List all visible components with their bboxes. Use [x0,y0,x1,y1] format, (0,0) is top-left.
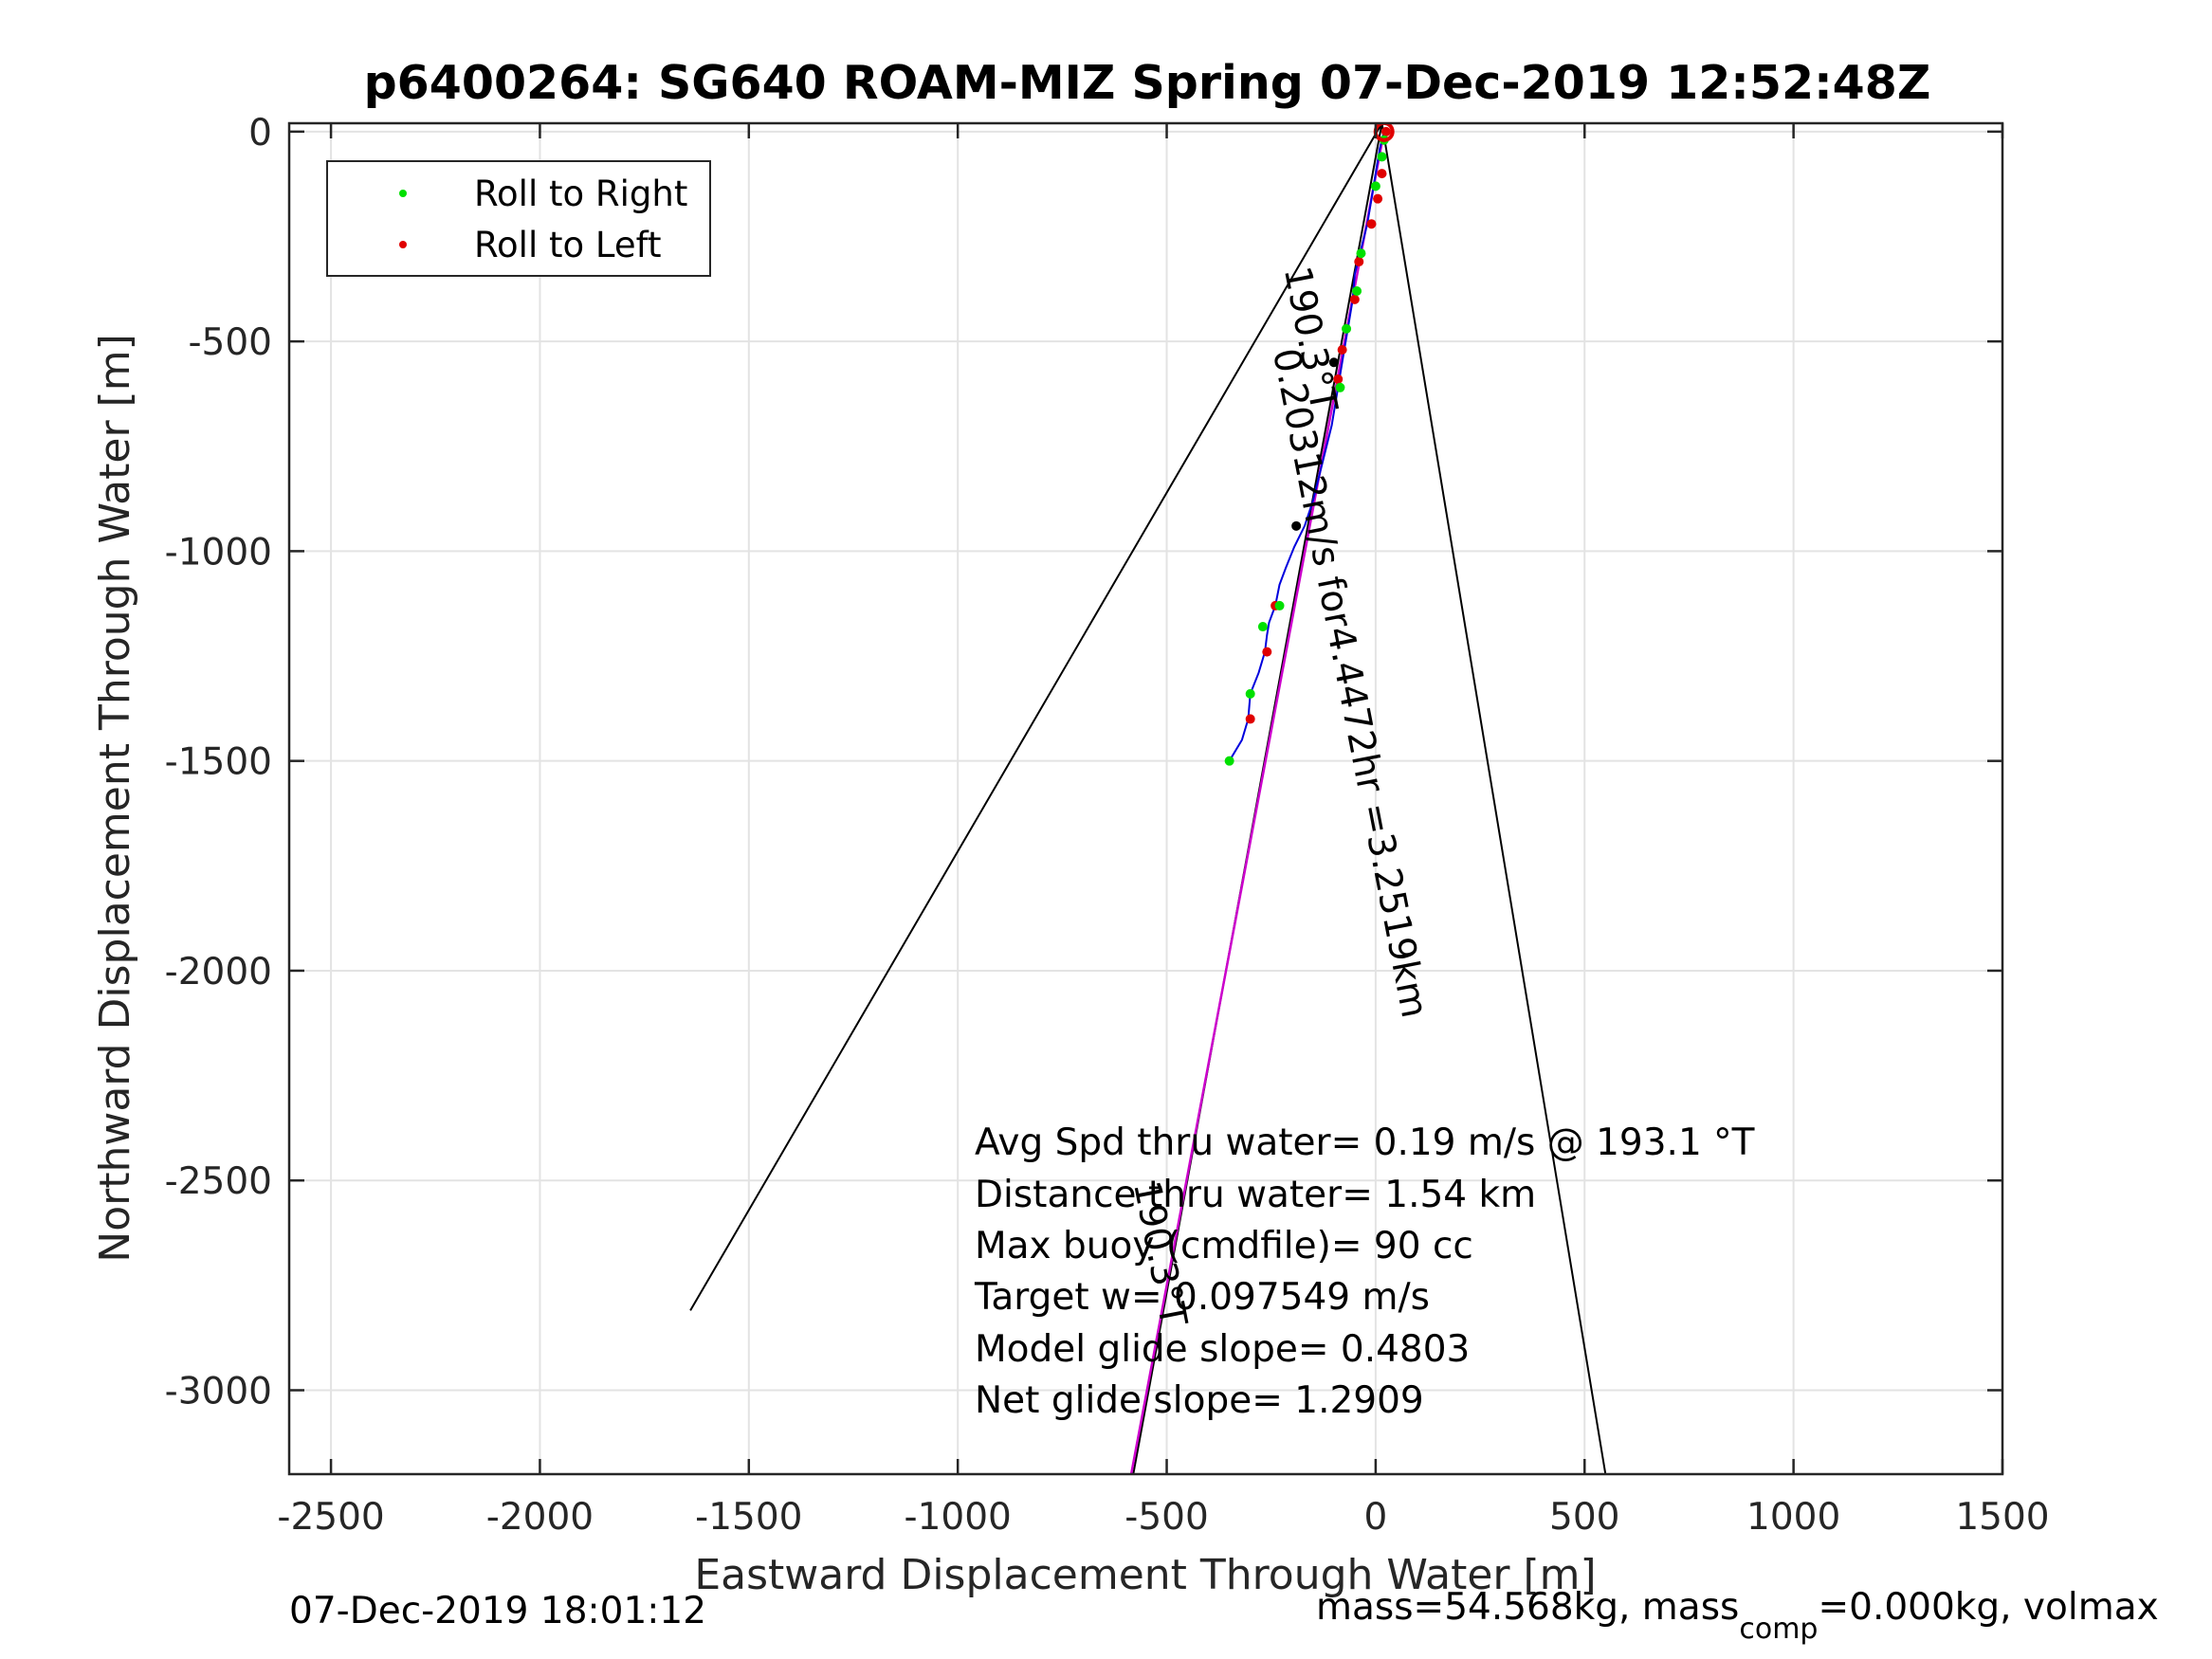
waypoint-point [1291,520,1302,531]
legend-marker-roll-left [399,241,407,248]
annotation-net-glide: Net glide slope= 1.2909 [975,1379,1424,1422]
y-tick-label: -2000 [165,951,272,994]
annotation-target-w: Target w= 0.097549 m/s [974,1276,1430,1319]
roll-right-point [1257,622,1268,632]
plot-area [289,123,2002,1474]
x-tick-label: -1000 [905,1496,1012,1539]
roll-right-point [1224,756,1234,766]
heading-line [1129,131,1385,1474]
y-tick-label: -500 [188,321,272,364]
footer-timestamp: 07-Dec-2019 18:01:12 [289,1590,706,1632]
legend: Roll to Right Roll to Left [326,160,711,277]
roll-right-point [1342,323,1352,334]
x-tick-label: 1000 [1746,1496,1840,1539]
annotation-max-buoy: Max buoy (cmdfile)= 90 cc [975,1225,1473,1267]
y-tick-label: -1500 [165,741,272,784]
roll-left-point [1262,647,1272,657]
y-tick-label: -3000 [165,1370,272,1413]
roll-right-point [1245,688,1255,699]
roll-right-point [1335,382,1345,392]
x-tick-label: 0 [1363,1496,1387,1539]
annotation-avg-speed: Avg Spd thru water= 0.19 m/s @ 193.1 °T [975,1121,1755,1164]
legend-marker-roll-right [399,190,407,197]
roll-right-point [1274,600,1285,611]
heading-cone-line [1380,123,1607,1474]
x-tick-label: -1500 [695,1496,802,1539]
x-tick-label: -500 [1124,1496,1209,1539]
plot-frame [287,121,2004,1476]
legend-label-roll-left: Roll to Left [474,225,662,265]
roll-left-point [1377,169,1387,179]
annotation-block: Avg Spd thru water= 0.19 m/s @ 193.1 °T … [974,1121,1755,1422]
x-tick-label: -2000 [486,1496,594,1539]
roll-right-point [1377,152,1387,162]
annotation-model-glide: Model glide slope= 0.4803 [975,1328,1470,1371]
footer-mass-subscript: comp [1739,1613,1818,1646]
roll-left-point [1373,193,1383,204]
annotation-distance: Distance thru water= 1.54 km [975,1174,1536,1216]
y-tick-label: 0 [248,112,272,155]
legend-label-roll-right: Roll to Right [474,173,687,214]
x-tick-label: 500 [1549,1496,1619,1539]
footer-mass-text-after: =0.000kg, volmax [1818,1586,2158,1629]
footer-mass-info: mass=54.568kg, masscomp=0.000kg, volmax [1316,1586,2159,1646]
footer-mass-text: mass=54.568kg, mass [1316,1586,1739,1629]
roll-left-point [1380,126,1391,137]
roll-right-point [1352,286,1362,297]
y-tick-label: -1000 [165,531,272,574]
track-line [1228,131,1385,762]
roll-left-point [1333,374,1344,384]
chart-title: p6400264: SG640 ROAM-MIZ Spring 07-Dec-2… [364,56,1931,110]
x-axis-label: Eastward Displacement Through Water [m] [694,1551,1596,1599]
x-tick-label: 1500 [1955,1496,2049,1539]
x-tick-label: -2500 [277,1496,384,1539]
y-tick-label: -2500 [165,1160,272,1203]
roll-left-point [1354,257,1364,267]
roll-left-point [1366,219,1377,229]
roll-right-point [1370,181,1380,191]
roll-left-point [1337,344,1347,355]
waypoint-point [1328,357,1339,368]
axis-ticks: -2500 -2000 -1500 -1000 -500 0 500 1000 1500 0 -50… [165,112,2050,1539]
roll-left-point [1349,294,1360,304]
legend-box [326,160,711,277]
roll-right-point [1356,248,1366,259]
roll-left-point [1245,714,1255,724]
heading-cone-line [689,123,1383,1311]
y-axis-label: Northward Displacement Through Water [m] [91,334,139,1262]
